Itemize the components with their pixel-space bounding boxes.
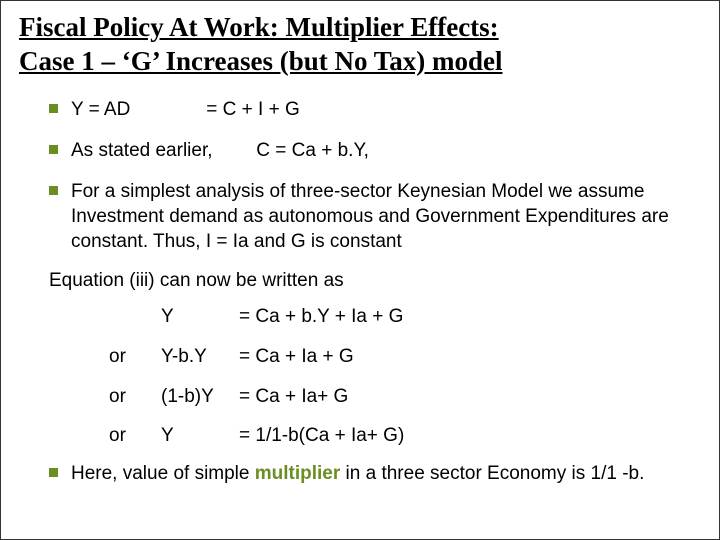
bullet-list-top: Y = AD = C + I + G As stated earlier, C … (19, 97, 701, 254)
bullet-4-pre: Here, value of simple (71, 463, 255, 484)
eq2-rhs: = Ca + Ia + G (239, 346, 701, 368)
equation-row-2: or Y-b.Y = Ca + Ia + G (109, 346, 701, 368)
eq1-or (109, 306, 161, 328)
bullet-list-bottom: Here, value of simple multiplier in a th… (19, 461, 701, 486)
bullet-1-rhs: = C + I + G (206, 99, 299, 120)
title-line-1: Fiscal Policy At Work: Multiplier Effect… (19, 12, 499, 42)
bullet-item-1: Y = AD = C + I + G (49, 97, 701, 122)
bullet-1-lhs: Y = AD (71, 97, 201, 122)
eq4-or: or (109, 425, 161, 447)
equation-table: Y = Ca + b.Y + Ia + G or Y-b.Y = Ca + Ia… (109, 306, 701, 447)
bullet-3-text: For a simplest analysis of three-sector … (71, 181, 669, 252)
eq3-or: or (109, 386, 161, 408)
equation-intro: Equation (iii) can now be written as (49, 270, 701, 292)
bullet-item-4: Here, value of simple multiplier in a th… (49, 461, 701, 486)
equation-row-3: or (1-b)Y = Ca + Ia+ G (109, 386, 701, 408)
bullet-2-rhs: C = Ca + b.Y, (256, 140, 369, 161)
eq2-or: or (109, 346, 161, 368)
bullet-4-highlight: multiplier (255, 463, 341, 484)
bullet-item-2: As stated earlier, C = Ca + b.Y, (49, 138, 701, 163)
slide: Fiscal Policy At Work: Multiplier Effect… (0, 0, 720, 540)
equation-row-1: Y = Ca + b.Y + Ia + G (109, 306, 701, 328)
equation-row-4: or Y = 1/1-b(Ca + Ia+ G) (109, 425, 701, 447)
eq1-lhs: Y (161, 306, 239, 328)
eq3-lhs: (1-b)Y (161, 386, 239, 408)
eq2-lhs: Y-b.Y (161, 346, 239, 368)
eq4-lhs: Y (161, 425, 239, 447)
bullet-item-3: For a simplest analysis of three-sector … (49, 179, 701, 254)
bullet-4-post: in a three sector Economy is 1/1 -b. (340, 463, 644, 484)
eq1-rhs: = Ca + b.Y + Ia + G (239, 306, 701, 328)
title-line-2: Case 1 – ‘G’ Increases (but No Tax) mode… (19, 46, 503, 76)
slide-title: Fiscal Policy At Work: Multiplier Effect… (19, 11, 701, 79)
eq3-rhs: = Ca + Ia+ G (239, 386, 701, 408)
eq4-rhs: = 1/1-b(Ca + Ia+ G) (239, 425, 701, 447)
bullet-2-lhs: As stated earlier, (71, 138, 251, 163)
